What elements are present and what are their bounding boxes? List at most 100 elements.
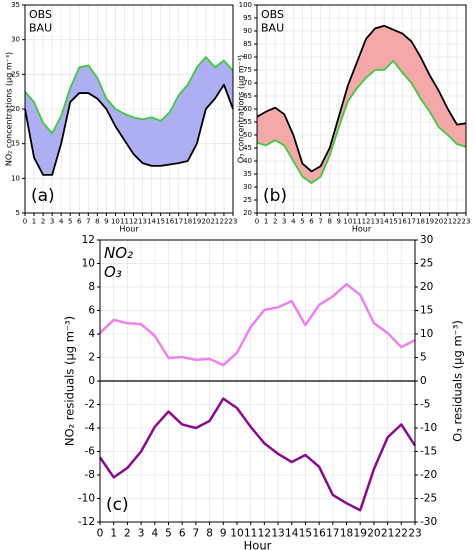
x-tick-label: 3 [138,527,145,539]
x-tick-label: 9 [337,218,341,226]
x-tick-label: 12 [129,218,138,226]
x-tick-label: 5 [68,218,72,226]
x-tick-label: 13 [271,527,284,539]
x-tick-label: 6 [179,527,186,539]
x-tick-label: 12 [258,527,271,539]
x-tick-label: 0 [255,218,259,226]
x-tick-label: 18 [416,218,425,226]
x-tick-label: 8 [95,218,99,226]
x-axis-label: Hour [244,539,272,550]
x-tick-label: 3 [282,218,286,226]
legend-entry: O₃ [104,263,122,281]
x-tick-label: 0 [23,218,27,226]
y-tick-label: 10 [11,174,20,182]
x-tick-label: 13 [138,218,147,226]
y-tick-label: 65 [243,92,252,100]
y2-tick-label: 25 [420,258,433,270]
x-tick-label: 10 [343,218,352,226]
x-tick-label: 9 [220,527,227,539]
y-tick-label: 75 [243,66,252,74]
x-tick-label: 7 [86,218,90,226]
x-tick-label: 14 [285,527,299,539]
x-tick-label: 7 [193,527,200,539]
legend-entry: BAU [261,22,284,35]
x-tick-label: 20 [434,218,443,226]
y-tick-label: 90 [243,27,252,35]
x-tick-label: 17 [174,218,183,226]
y2-tick-label: -15 [420,446,437,458]
x-tick-label: 2 [41,218,45,226]
y2-tick-label: -10 [420,422,437,434]
y-tick-label: -2 [85,399,95,411]
x-tick-label: 14 [380,218,389,226]
legend-entry: OBS [261,8,284,21]
y-tick-label: 85 [243,40,252,48]
series-line [256,60,467,184]
x-tick-label: 13 [371,218,380,226]
x-tick-label: 11 [244,527,257,539]
x-tick-label: 8 [206,527,213,539]
x-tick-label: 17 [326,527,339,539]
x-tick-label: 19 [425,218,434,226]
x-tick-label: 20 [201,218,210,226]
panel-label: (b) [263,186,287,206]
x-tick-label: 5 [300,218,304,226]
series-line [98,397,417,512]
x-tick-label: 22 [452,218,461,226]
y-tick-label: 50 [243,131,252,139]
x-tick-label: 11 [352,218,361,226]
x-tick-label: 16 [398,218,407,226]
y-tick-label: 100 [239,1,252,9]
x-tick-label: 4 [151,527,158,539]
y-tick-label: 25 [243,196,252,204]
y-tick-label: 5 [16,209,20,217]
y-tick-label: 45 [243,144,252,152]
x-tick-label: 21 [443,218,452,226]
y-tick-label: -8 [85,469,95,481]
fill-between [257,25,466,184]
y2-tick-label: -25 [420,493,437,505]
x-tick-label: 3 [50,218,54,226]
series-line [256,24,467,173]
y-tick-label: 15 [11,140,20,148]
y2-axis-label: O₃ residuals (µg m⁻³) [451,320,465,442]
x-tick-label: 12 [362,218,371,226]
series-line [99,282,416,367]
y-tick-label: 80 [243,53,252,61]
x-tick-label: 6 [309,218,314,226]
legend-entry: NO₂ [104,244,133,262]
y2-tick-label: -20 [420,469,437,481]
y2-tick-label: 10 [420,328,433,340]
x-tick-label: 14 [147,218,156,226]
y-tick-label: 8 [88,281,95,293]
x-tick-label: 20 [367,527,380,539]
y-axis-label: O₃ concentrations (µg m⁻³) [237,55,246,163]
y2-tick-label: -5 [420,399,430,411]
x-tick-label: 11 [120,218,129,226]
x-axis-label: Hour [119,225,139,234]
x-tick-label: 8 [327,218,331,226]
y-tick-label: 10 [82,258,95,270]
x-tick-label: 22 [219,218,228,226]
y-tick-label: -12 [78,516,95,528]
y2-tick-label: 15 [420,305,433,317]
x-axis-label: Hour [352,225,372,234]
y-tick-label: 20 [11,105,20,113]
x-tick-label: 22 [395,527,408,539]
y2-tick-label: 5 [420,352,427,364]
y-tick-label: -6 [85,446,96,458]
x-tick-label: 23 [229,218,238,226]
x-tick-label: 17 [407,218,416,226]
x-tick-label: 15 [156,218,165,226]
x-tick-label: 1 [32,218,36,226]
x-tick-label: 7 [318,218,322,226]
legend-entry: OBS [29,8,52,21]
y-tick-label: 2 [88,352,95,364]
x-tick-label: 1 [110,527,117,539]
y2-tick-label: 0 [420,375,427,387]
y-tick-label: 12 [82,234,95,246]
x-tick-label: 16 [165,218,174,226]
x-tick-label: 10 [230,527,243,539]
x-tick-label: 23 [408,527,421,539]
